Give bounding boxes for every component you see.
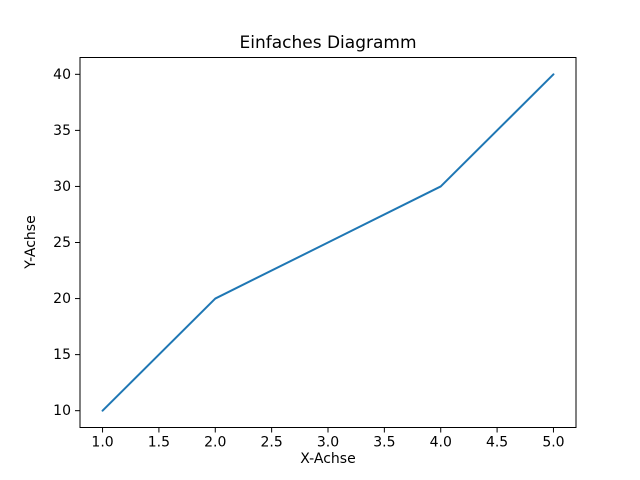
- x-tick-label: 1.0: [91, 435, 113, 451]
- x-tick-label: 4.5: [486, 435, 508, 451]
- x-tick-label: 3.5: [373, 435, 395, 451]
- y-tick-label: 10: [53, 403, 71, 419]
- y-tick-label: 40: [53, 67, 71, 83]
- x-tick-label: 2.0: [204, 435, 226, 451]
- x-tick-label: 2.5: [261, 435, 283, 451]
- y-tick-label: 30: [53, 179, 71, 195]
- x-tick-label: 1.5: [148, 435, 170, 451]
- chart-title: Einfaches Diagramm: [239, 33, 417, 53]
- y-tick-label: 25: [53, 235, 71, 251]
- x-tick-label: 5.0: [542, 435, 564, 451]
- y-tick-label: 20: [53, 291, 71, 307]
- y-axis-label: Y-Achse: [23, 215, 39, 269]
- y-tick-label: 35: [53, 123, 71, 139]
- x-tick-label: 4.0: [430, 435, 452, 451]
- y-tick-label: 15: [53, 347, 71, 363]
- x-axis-label: X-Achse: [300, 451, 356, 467]
- x-tick-label: 3.0: [317, 435, 339, 451]
- data-line: [101, 73, 555, 412]
